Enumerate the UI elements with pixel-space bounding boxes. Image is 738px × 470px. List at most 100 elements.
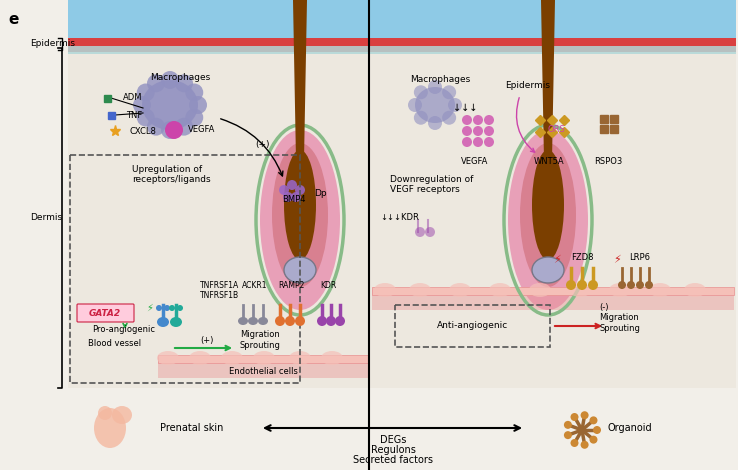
Text: ↓↓↓KDR: ↓↓↓KDR [380, 213, 419, 222]
Bar [68, 38, 736, 52]
Text: ACKR1: ACKR1 [242, 281, 267, 290]
Polygon shape [293, 0, 307, 160]
Text: TNF: TNF [126, 110, 142, 119]
FancyBboxPatch shape [77, 304, 134, 322]
Ellipse shape [473, 126, 483, 136]
Ellipse shape [428, 80, 442, 94]
Polygon shape [541, 0, 555, 160]
Ellipse shape [253, 351, 275, 365]
Ellipse shape [189, 96, 207, 114]
Text: (-)
Migration
Sprouting: (-) Migration Sprouting [599, 303, 640, 333]
Ellipse shape [189, 351, 211, 365]
Text: Regulons: Regulons [370, 445, 415, 455]
Text: Endothelial cells: Endothelial cells [229, 368, 297, 376]
Ellipse shape [425, 227, 435, 237]
Text: e: e [8, 12, 18, 27]
Ellipse shape [449, 283, 471, 297]
Ellipse shape [684, 283, 706, 297]
Ellipse shape [112, 406, 132, 424]
Ellipse shape [581, 441, 589, 449]
Text: Prenatal skin: Prenatal skin [160, 423, 224, 433]
Text: GATA2: GATA2 [89, 308, 121, 318]
Ellipse shape [570, 439, 579, 447]
Text: Blood vessel: Blood vessel [88, 339, 141, 348]
Ellipse shape [570, 413, 579, 421]
Ellipse shape [473, 115, 483, 125]
Ellipse shape [185, 84, 203, 102]
Ellipse shape [484, 126, 494, 136]
Text: Pro-angiogenic: Pro-angiogenic [92, 326, 155, 335]
Ellipse shape [636, 281, 644, 289]
Bar [68, 0, 736, 48]
Ellipse shape [284, 150, 316, 260]
Bar [158, 355, 368, 363]
Bar [372, 290, 734, 310]
Text: VEGFA: VEGFA [461, 157, 489, 166]
Text: RSPO3: RSPO3 [594, 157, 622, 166]
Ellipse shape [462, 115, 472, 125]
Ellipse shape [147, 118, 165, 136]
Bar [610, 115, 618, 123]
Ellipse shape [590, 416, 598, 424]
Ellipse shape [645, 281, 653, 289]
Ellipse shape [489, 283, 511, 297]
Bar [395, 305, 550, 347]
Text: ADM: ADM [123, 94, 142, 102]
Bar [158, 358, 368, 378]
Ellipse shape [414, 85, 428, 99]
Ellipse shape [317, 316, 327, 326]
Ellipse shape [175, 118, 193, 136]
Ellipse shape [335, 316, 345, 326]
Ellipse shape [462, 126, 472, 136]
Bar [70, 155, 300, 383]
Bar [610, 125, 618, 133]
Ellipse shape [473, 137, 483, 147]
Ellipse shape [289, 351, 311, 365]
Ellipse shape [609, 283, 631, 297]
Ellipse shape [238, 317, 248, 325]
Ellipse shape [442, 111, 456, 125]
Ellipse shape [142, 80, 198, 130]
Bar [68, 48, 368, 388]
Text: ORS: ORS [548, 125, 566, 134]
Bar [372, 287, 734, 295]
Text: ⚡: ⚡ [147, 303, 154, 313]
Text: FZD8: FZD8 [570, 253, 593, 263]
Ellipse shape [147, 74, 165, 92]
Ellipse shape [374, 283, 396, 297]
Bar [104, 95, 111, 102]
Ellipse shape [532, 150, 564, 260]
Ellipse shape [409, 283, 431, 297]
Text: TNFRSF1B: TNFRSF1B [200, 290, 239, 299]
Ellipse shape [414, 111, 428, 125]
Ellipse shape [321, 351, 343, 365]
Ellipse shape [175, 74, 193, 92]
Ellipse shape [415, 227, 425, 237]
Ellipse shape [484, 115, 494, 125]
Text: Organoid: Organoid [607, 423, 652, 433]
Ellipse shape [260, 130, 340, 310]
Text: BMP4: BMP4 [282, 196, 306, 204]
Bar [68, 46, 736, 54]
Text: (+): (+) [255, 141, 269, 149]
Ellipse shape [165, 121, 183, 139]
Ellipse shape [170, 317, 182, 327]
Ellipse shape [564, 421, 572, 429]
Text: VEGFA: VEGFA [188, 125, 215, 134]
Text: Macrophages: Macrophages [150, 73, 210, 83]
Ellipse shape [279, 185, 289, 195]
Text: Dp: Dp [314, 188, 327, 197]
Ellipse shape [588, 280, 598, 290]
Text: Epidermis: Epidermis [505, 80, 550, 89]
Ellipse shape [157, 317, 169, 327]
Ellipse shape [285, 316, 295, 326]
Text: KDR: KDR [320, 281, 337, 290]
Ellipse shape [295, 316, 305, 326]
Ellipse shape [408, 98, 422, 112]
Ellipse shape [532, 257, 564, 283]
Ellipse shape [169, 305, 175, 311]
Ellipse shape [520, 143, 576, 287]
Ellipse shape [618, 281, 626, 289]
Ellipse shape [98, 406, 112, 420]
Ellipse shape [566, 280, 576, 290]
